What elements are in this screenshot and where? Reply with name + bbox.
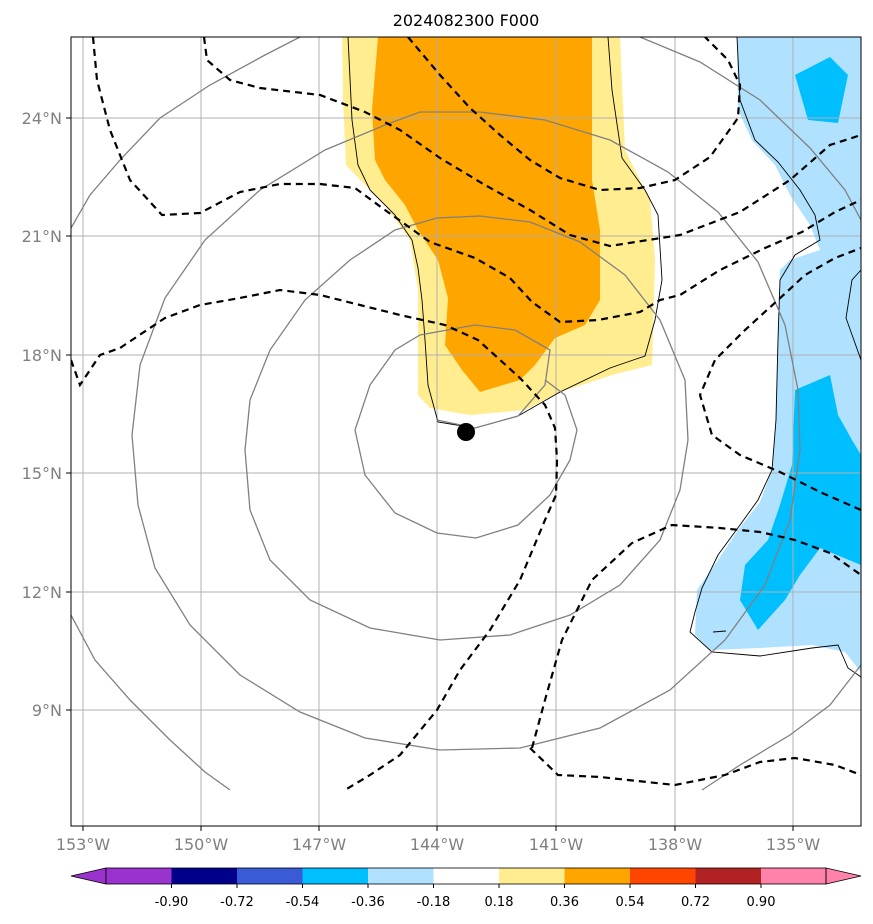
x-tick-label: 144°W bbox=[410, 835, 465, 854]
colorbar-label: -0.36 bbox=[351, 895, 385, 910]
plot-area bbox=[71, 37, 861, 826]
colorbar-segment bbox=[499, 868, 565, 884]
colorbar-label: -0.18 bbox=[417, 895, 451, 910]
colorbar-extend-low bbox=[70, 867, 107, 885]
x-tick-label: 141°W bbox=[529, 835, 584, 854]
tick-marks bbox=[66, 117, 794, 831]
graticule bbox=[71, 37, 861, 826]
colorbar-extend-high bbox=[825, 867, 862, 885]
x-tick-label: 138°W bbox=[648, 835, 703, 854]
storm-center-marker bbox=[457, 423, 475, 441]
y-tick-label: 21°N bbox=[22, 227, 62, 246]
colorbar-label: 0.54 bbox=[616, 895, 645, 910]
colorbar-frame bbox=[105, 867, 827, 885]
dashed-contours bbox=[71, 37, 861, 791]
colorbar-label: -0.72 bbox=[220, 895, 254, 910]
x-tick-label: 153°W bbox=[56, 835, 111, 854]
colorbar-ticks bbox=[171, 884, 762, 888]
colorbar-segment bbox=[695, 868, 761, 884]
y-tick-label: 18°N bbox=[22, 346, 62, 365]
x-tick-label: 150°W bbox=[174, 835, 229, 854]
negative-anomaly-mid bbox=[740, 375, 861, 630]
colorbar-segment bbox=[564, 868, 630, 884]
y-axis-labels: 24°N 21°N 18°N 15°N 12°N 9°N bbox=[22, 109, 62, 720]
y-tick-label: 24°N bbox=[22, 109, 62, 128]
colorbar-segment bbox=[237, 868, 303, 884]
colorbar-segment bbox=[302, 868, 368, 884]
x-tick-label: 147°W bbox=[292, 835, 347, 854]
colorbar-label: 0.72 bbox=[681, 895, 710, 910]
positive-anomaly-mid bbox=[372, 37, 600, 392]
colorbar-label: 0.36 bbox=[550, 895, 579, 910]
colorbar-label: -0.90 bbox=[155, 895, 189, 910]
colorbar-segment bbox=[761, 868, 826, 884]
colorbar-label: 0.18 bbox=[485, 895, 514, 910]
colorbar-segment bbox=[630, 868, 696, 884]
y-tick-label: 12°N bbox=[22, 583, 62, 602]
y-tick-label: 9°N bbox=[32, 701, 62, 720]
x-axis-labels: 153°W 150°W 147°W 144°W 141°W 138°W 135°… bbox=[56, 835, 821, 854]
negative-anomaly-mid bbox=[795, 57, 848, 123]
colorbar-segment bbox=[433, 868, 499, 884]
colorbar-label: 0.90 bbox=[747, 895, 776, 910]
x-tick-label: 135°W bbox=[766, 835, 821, 854]
colorbar-segment bbox=[368, 868, 434, 884]
plot-frame bbox=[70, 36, 862, 827]
gray-contours bbox=[71, 37, 861, 791]
y-tick-label: 15°N bbox=[22, 464, 62, 483]
colorbar-label: -0.54 bbox=[286, 895, 320, 910]
colorbar-segment bbox=[171, 868, 237, 884]
colorbar-segment bbox=[106, 868, 172, 884]
colorbar: -0.90 -0.72 -0.54 -0.36 -0.18 0.18 0.36 … bbox=[70, 867, 862, 910]
figure-title: 2024082300 F000 bbox=[393, 11, 540, 30]
